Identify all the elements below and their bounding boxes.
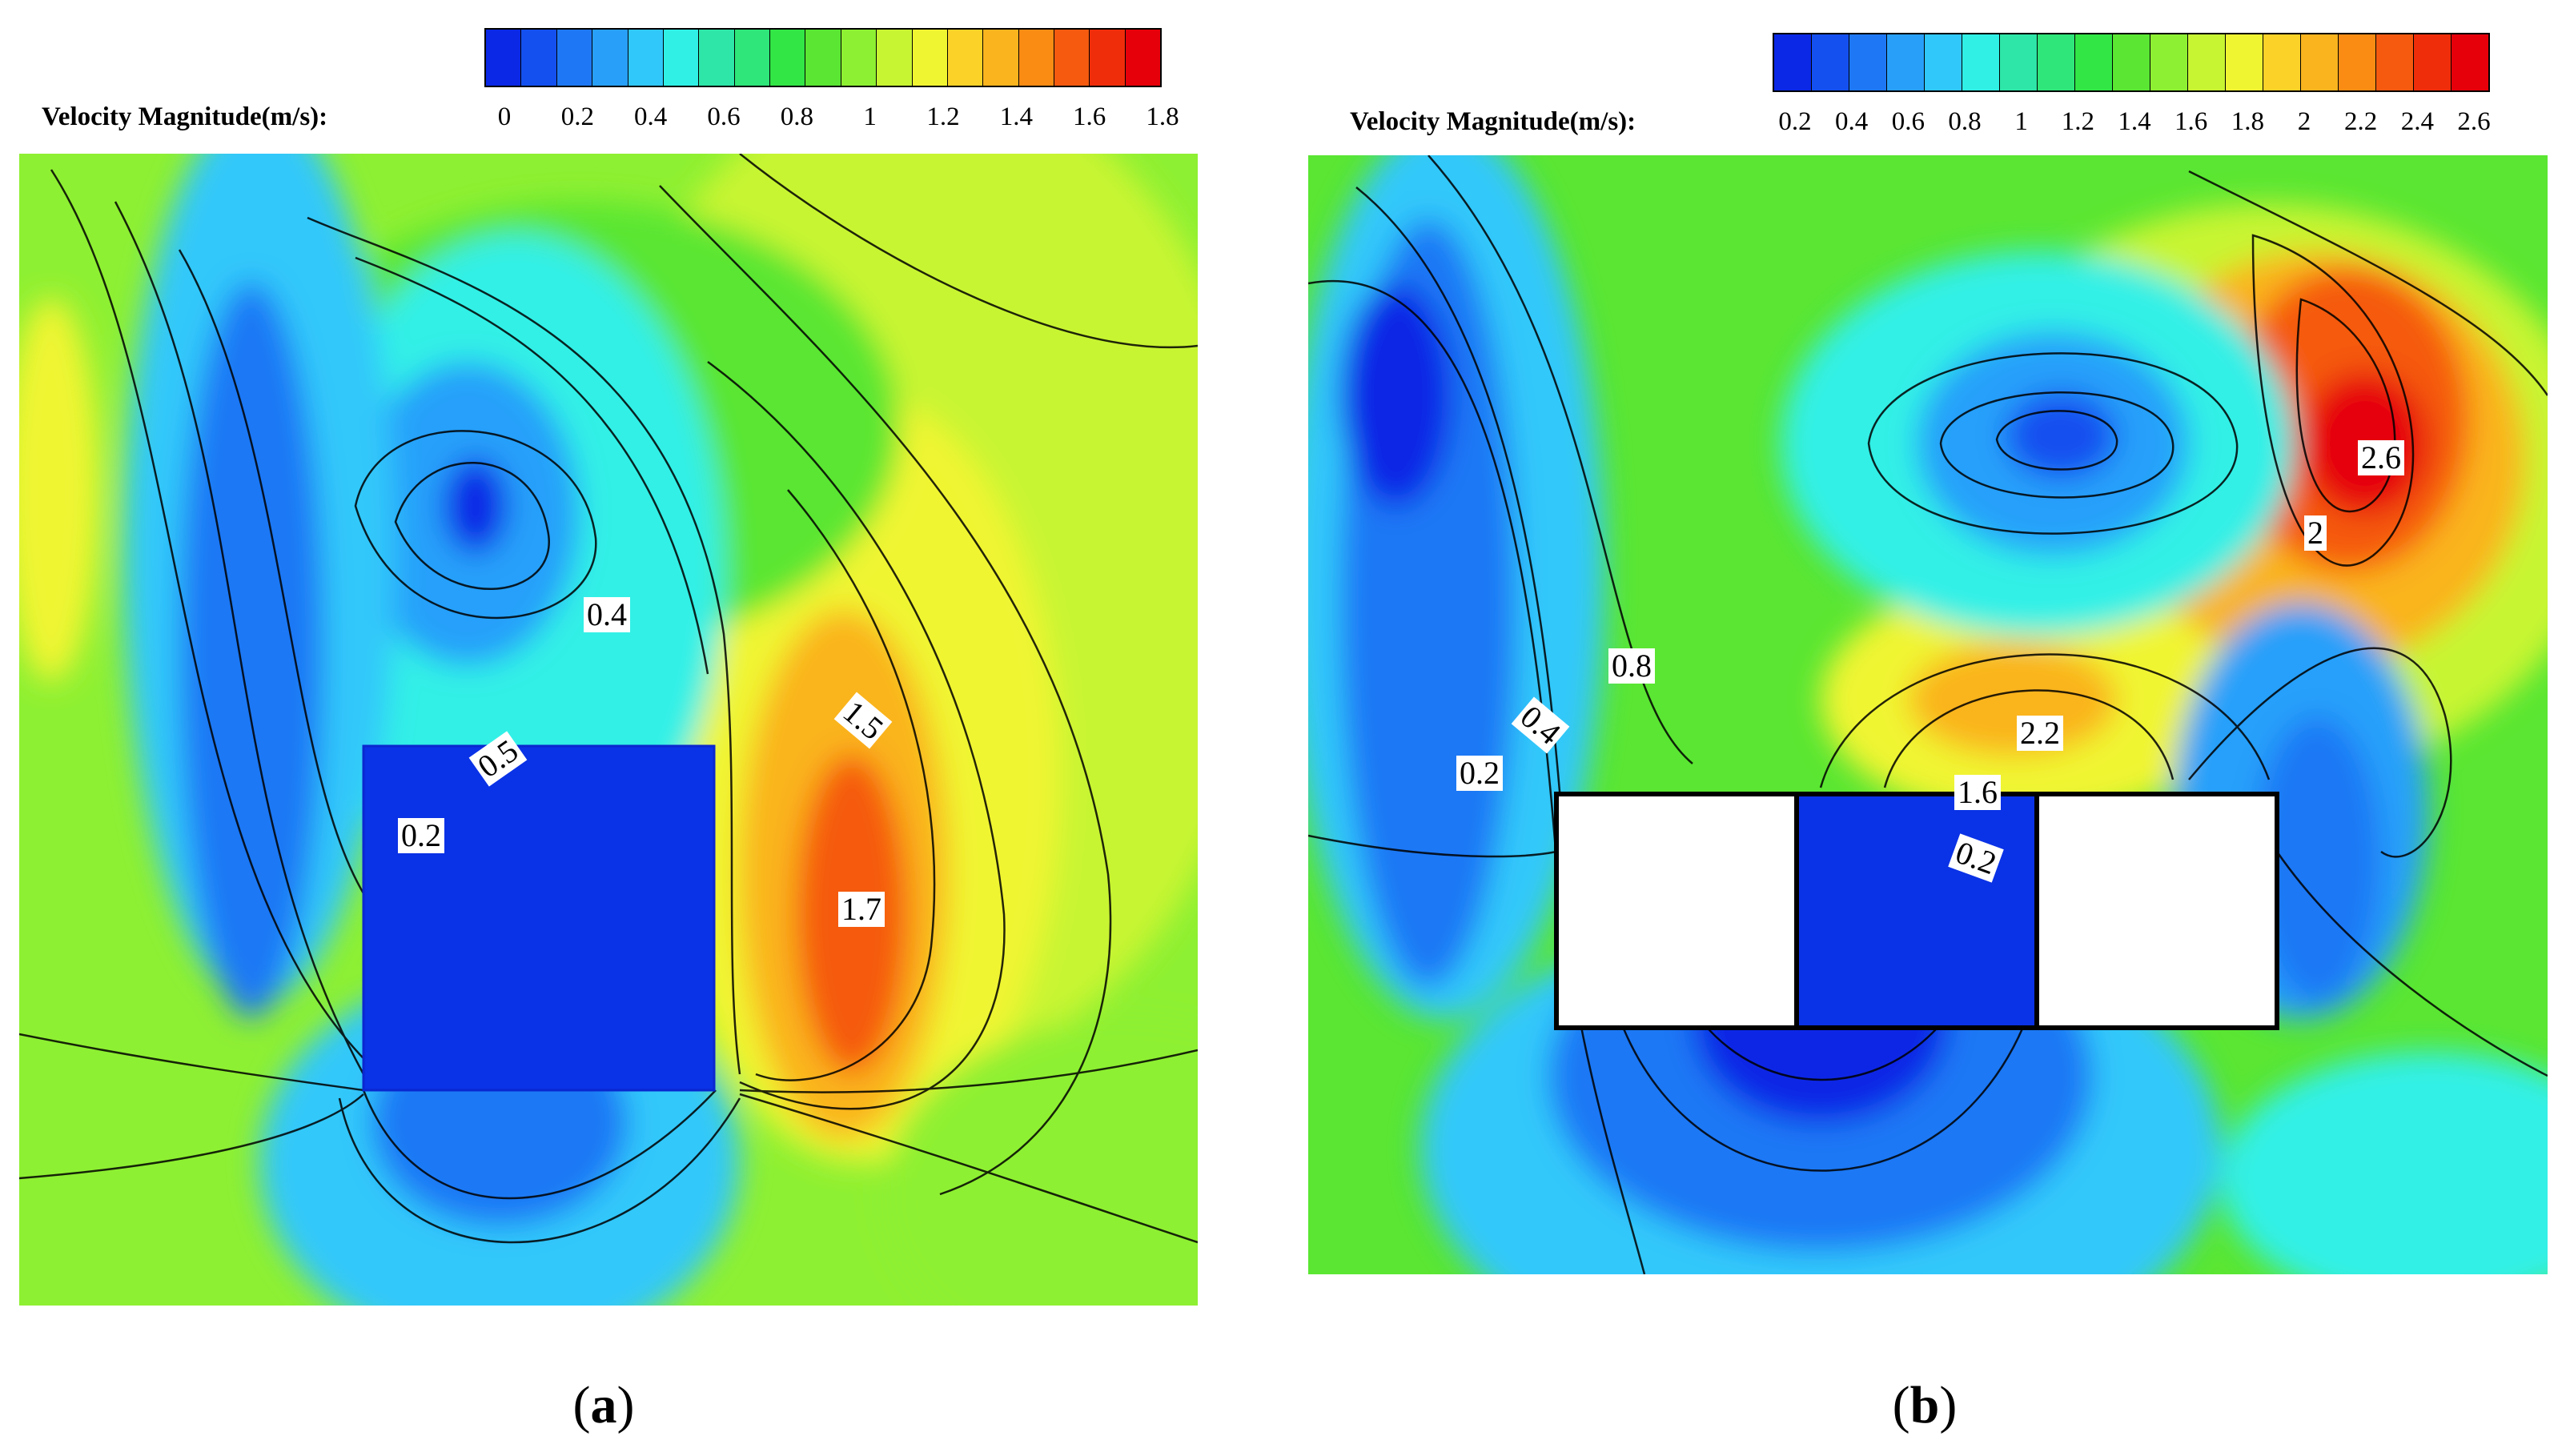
colorbar-swatch <box>2376 34 2414 90</box>
colorbar-swatch <box>983 30 1019 86</box>
colorbar-swatch <box>841 30 877 86</box>
contour-label-a-3: 0.2 <box>398 818 444 853</box>
contour-field-a <box>19 154 1198 1306</box>
contour-label-a-5: 1.7 <box>838 892 885 927</box>
colorbar-swatch <box>486 30 522 86</box>
colorbar-swatch <box>734 30 770 86</box>
colorbar-swatch <box>2301 34 2339 90</box>
obstacle-middle-b <box>1794 792 2039 1030</box>
colorbar-tick-label: 0.6 <box>707 102 741 131</box>
colorbar-swatch <box>1849 34 1887 90</box>
colorbar-swatch <box>2075 34 2113 90</box>
colorbar-swatch <box>805 30 841 86</box>
colorbar-swatch <box>1054 30 1090 86</box>
colorbar-swatch <box>912 30 948 86</box>
colorbar-tick-label: 1.4 <box>999 102 1033 131</box>
contour-label-b-7: 1.6 <box>1954 775 2001 810</box>
contour-label-b-1: 2.6 <box>2358 440 2404 475</box>
colorbar-swatch <box>2339 34 2376 90</box>
colorbar-tick-label: 0.8 <box>1948 107 1982 136</box>
colorbar-swatch <box>1925 34 1962 90</box>
colorbar-swatch <box>1090 30 1126 86</box>
caption-a: (a) <box>572 1376 635 1434</box>
colorbar-swatch <box>877 30 913 86</box>
colorbar-tick-label: 0.2 <box>560 102 594 131</box>
colorbar-tick-label: 1 <box>863 102 877 131</box>
contour-label-b-6: 2.2 <box>2017 716 2063 751</box>
colorbar-tick-label: 0.4 <box>634 102 668 131</box>
colorbar-swatch <box>2113 34 2150 90</box>
colorbar-tick-label: 1.2 <box>926 102 960 131</box>
colorbar-swatch <box>592 30 628 86</box>
colorbar-tick-label: 0.6 <box>1891 107 1925 136</box>
colorbar-swatch <box>521 30 557 86</box>
colorbar-tick-label: 2.2 <box>2344 107 2378 136</box>
colorbar-b <box>1773 33 2490 92</box>
contour-plot-a: 0.4 0.5 0.2 1.5 1.7 <box>19 154 1198 1306</box>
colorbar-tick-label: 2 <box>2297 107 2311 136</box>
colorbar-swatch <box>2188 34 2226 90</box>
colorbar-swatch <box>2150 34 2188 90</box>
contour-plot-b: 2.6 2 0.8 0.4 0.2 2.2 1.6 0.2 <box>1308 155 2548 1274</box>
colorbar-swatch <box>2226 34 2263 90</box>
contour-label-b-5: 0.2 <box>1456 756 1503 791</box>
colorbar-tick-label: 2.4 <box>2400 107 2434 136</box>
colorbar-tick-label: 1.8 <box>2231 107 2264 136</box>
colorbar-swatch <box>1812 34 1849 90</box>
colorbar-tick-label: 2.6 <box>2457 107 2491 136</box>
colorbar-tick-label: 1.6 <box>2174 107 2208 136</box>
contour-label-b-3: 0.8 <box>1608 648 1655 684</box>
colorbar-swatch <box>1887 34 1925 90</box>
obstacle-left-b <box>1554 792 1799 1030</box>
colorbar-swatch <box>556 30 593 86</box>
contour-label-a-1: 0.4 <box>584 597 630 632</box>
contour-field-b <box>1308 155 2548 1274</box>
colorbar-tick-label: 0.2 <box>1778 107 1812 136</box>
colorbar-swatch <box>663 30 700 86</box>
colorbar-tick-label: 0.4 <box>1835 107 1869 136</box>
colorbar-swatch <box>2038 34 2075 90</box>
colorbar-swatch <box>770 30 806 86</box>
legend-title-b: Velocity Magnitude(m/s): <box>1350 107 1636 136</box>
colorbar-tick-label: 0 <box>497 102 512 131</box>
colorbar-tick-label: 1.2 <box>2061 107 2094 136</box>
colorbar-swatch <box>947 30 984 86</box>
colorbar-swatch <box>1125 30 1161 86</box>
caption-b: (b) <box>1892 1376 1958 1434</box>
obstacle-block-a <box>362 744 716 1092</box>
colorbar-swatch <box>628 30 664 86</box>
colorbar-a <box>484 28 1162 87</box>
colorbar-tick-label: 1.4 <box>2118 107 2151 136</box>
colorbar-tick-label: 1.8 <box>1146 102 1179 131</box>
colorbar-swatch <box>2414 34 2452 90</box>
contour-label-b-2: 2 <box>2304 515 2327 551</box>
colorbar-swatch <box>2452 34 2488 90</box>
colorbar-swatch <box>2000 34 2038 90</box>
colorbar-tick-label: 1 <box>2014 107 2028 136</box>
colorbar-swatch <box>1018 30 1054 86</box>
colorbar-swatch <box>1962 34 2000 90</box>
colorbar-tick-label: 0.8 <box>780 102 813 131</box>
contour-lines-a <box>19 154 1198 1244</box>
obstacle-right-b <box>2034 792 2279 1030</box>
colorbar-swatch <box>1774 34 1812 90</box>
legend-title-a: Velocity Magnitude(m/s): <box>42 102 328 131</box>
colorbar-tick-label: 1.6 <box>1073 102 1106 131</box>
colorbar-swatch <box>2263 34 2301 90</box>
colorbar-swatch <box>699 30 735 86</box>
